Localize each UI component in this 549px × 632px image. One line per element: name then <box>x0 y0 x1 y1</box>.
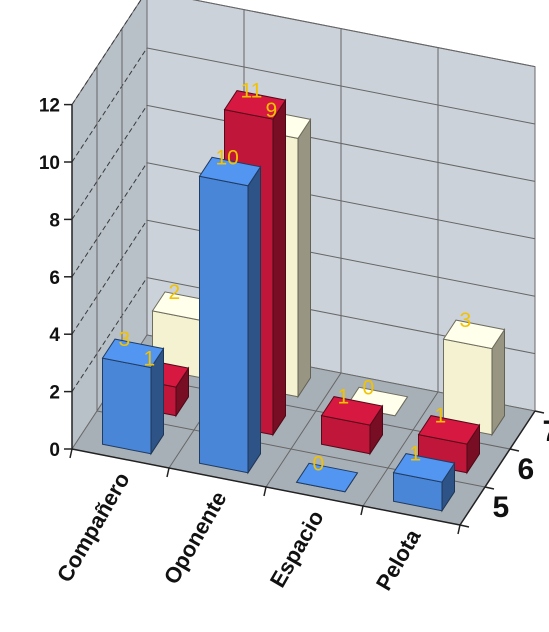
x-tick-mark <box>166 467 170 478</box>
data-label: 9 <box>266 99 278 122</box>
gridline-left <box>71 0 142 105</box>
y-tick-label: 12 <box>39 96 60 117</box>
data-label: 2 <box>169 281 181 304</box>
bar-top <box>442 319 506 350</box>
bar-7-pelota <box>442 319 506 437</box>
gridline-floor-category <box>362 391 439 507</box>
x-tick-label: Pelota <box>371 524 426 594</box>
gridline-left <box>71 162 148 278</box>
y-tick-label: 8 <box>49 210 60 231</box>
y-tick-label: 2 <box>49 383 60 404</box>
gridline-left <box>71 219 148 335</box>
x-tick-mark <box>69 448 73 459</box>
bar-top <box>101 338 165 369</box>
data-label: 10 <box>216 146 239 169</box>
bar-top <box>392 453 456 483</box>
bar-side <box>272 98 286 437</box>
bar-6-espacio <box>320 396 384 456</box>
series-tick-mark <box>484 486 495 490</box>
chart-bars <box>101 90 506 513</box>
gridline-left <box>71 277 148 392</box>
x-tick-label: Compañero <box>52 468 135 586</box>
gridline-left <box>71 105 148 220</box>
bar-5-compañero <box>101 338 165 456</box>
data-label: 0 <box>363 376 375 399</box>
data-label: 1 <box>338 386 350 409</box>
bar-front <box>102 357 152 455</box>
series-tick-label: 7 <box>543 415 549 448</box>
data-label: 11 <box>241 80 263 103</box>
bar-5-espacio <box>295 462 359 493</box>
x-tick-label: Espacio <box>265 506 329 592</box>
series-tick-mark <box>459 524 470 528</box>
data-label: 1 <box>435 405 447 428</box>
bar-top <box>320 396 384 426</box>
data-label: 3 <box>460 309 472 332</box>
bar-top <box>295 462 359 493</box>
bar-top <box>417 415 481 445</box>
y-tick-label: 6 <box>49 268 60 289</box>
bar-side <box>297 117 311 399</box>
gridline-floor-category <box>265 372 342 488</box>
bar-front <box>199 175 249 474</box>
data-label: 3 <box>119 328 131 351</box>
series-axis-line <box>459 410 536 526</box>
series-tick-mark <box>509 448 520 452</box>
y-tick-label: 0 <box>49 440 60 461</box>
x-tick-label: Oponente <box>159 487 232 588</box>
bar-side <box>247 165 261 475</box>
series-tick-label: 6 <box>518 453 535 486</box>
data-label: 1 <box>144 348 156 371</box>
x-tick-mark <box>360 505 364 516</box>
series-tick-mark <box>534 410 545 414</box>
data-label: 0 <box>313 452 325 475</box>
bar-top <box>223 90 287 120</box>
series-tick-label: 5 <box>493 491 510 524</box>
y-tick-label: 10 <box>39 153 60 174</box>
bar-top <box>198 156 262 187</box>
gridline-back <box>192 0 536 68</box>
bar-5-pelota <box>392 453 456 513</box>
x-tick-mark <box>457 524 461 535</box>
x-tick-mark <box>263 486 267 497</box>
gridline-left <box>71 47 148 163</box>
bar-5-oponente <box>198 156 262 475</box>
data-label: 1 <box>410 443 422 466</box>
y-tick-label: 4 <box>49 325 60 346</box>
